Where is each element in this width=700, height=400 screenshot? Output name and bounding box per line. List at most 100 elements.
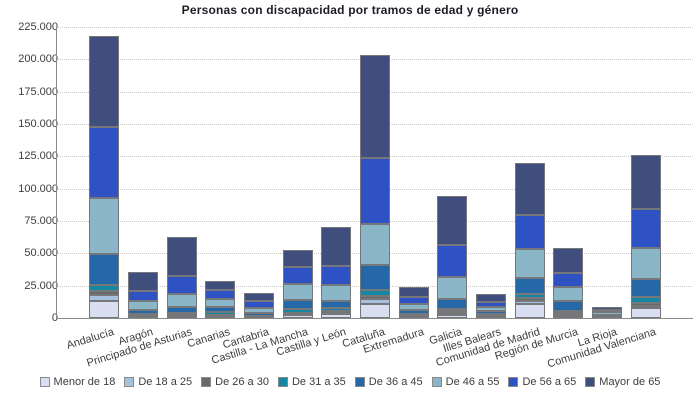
bar-la-rioja[interactable]	[592, 27, 622, 318]
bar-segment[interactable]	[630, 303, 661, 307]
bar-arag-n[interactable]	[128, 27, 158, 318]
bar-castilla-la-mancha[interactable]	[282, 27, 313, 318]
bar-segment[interactable]	[630, 279, 661, 298]
bar-segment[interactable]	[476, 293, 506, 303]
bar-segment[interactable]	[630, 306, 661, 309]
bar-segment[interactable]	[437, 312, 468, 316]
legend-item-menor-de-18[interactable]: Menor de 18	[39, 376, 115, 388]
bar-segment[interactable]	[282, 309, 313, 313]
bar-segment[interactable]	[244, 292, 274, 302]
legend-item-de-26-a-30[interactable]: De 26 a 30	[201, 376, 269, 388]
bar-segment[interactable]	[166, 294, 197, 308]
bar-segment[interactable]	[89, 197, 120, 254]
legend-item-mayor-de-65[interactable]: Mayor de 65	[585, 376, 660, 388]
bar-segment[interactable]	[514, 294, 545, 299]
bar-segment[interactable]	[205, 289, 236, 300]
legend-item-de-46-a-55[interactable]: De 46 a 55	[431, 376, 499, 388]
bar-segment[interactable]	[321, 311, 352, 314]
bar-segment[interactable]	[553, 300, 584, 311]
bar-segment[interactable]	[166, 237, 197, 277]
bar-segment[interactable]	[360, 264, 390, 290]
bar-segment[interactable]	[89, 253, 120, 285]
bar-segment[interactable]	[630, 154, 661, 209]
bar-segment[interactable]	[166, 307, 197, 313]
legend-item-de-56-a-65[interactable]: De 56 a 65	[508, 376, 576, 388]
bar-segment[interactable]	[244, 313, 274, 316]
bar-segment[interactable]	[321, 313, 352, 318]
bar-segment[interactable]	[553, 310, 584, 314]
bar-segment[interactable]	[321, 227, 352, 266]
bar-segment[interactable]	[205, 306, 236, 312]
bar-segment[interactable]	[244, 308, 274, 314]
bar-cantabria[interactable]	[244, 27, 274, 318]
bar-andaluc-a[interactable]	[89, 27, 120, 318]
bar-segment[interactable]	[244, 301, 274, 309]
bar-segment[interactable]	[630, 297, 661, 304]
bar-castilla-y-le-n[interactable]	[321, 27, 352, 318]
bar-canarias[interactable]	[205, 27, 236, 318]
bar-segment[interactable]	[205, 299, 236, 307]
bar-segment[interactable]	[437, 310, 468, 313]
bar-segment[interactable]	[476, 307, 506, 312]
bar-segment[interactable]	[321, 301, 352, 309]
bar-segment[interactable]	[205, 311, 236, 316]
bar-segment[interactable]	[437, 244, 468, 278]
bar-segment[interactable]	[514, 298, 545, 301]
bar-catalu-a[interactable]	[360, 27, 390, 318]
legend-item-de-36-a-45[interactable]: De 36 a 45	[354, 376, 423, 388]
bar-segment[interactable]	[166, 276, 197, 295]
bar-segment[interactable]	[360, 223, 390, 265]
bar-segment[interactable]	[360, 298, 390, 304]
bar-segment[interactable]	[321, 265, 352, 285]
bar-segment[interactable]	[476, 316, 506, 318]
bar-comunidad-valenciana[interactable]	[630, 27, 661, 318]
bar-extremadura[interactable]	[398, 27, 429, 318]
bar-segment[interactable]	[630, 248, 661, 280]
bar-segment[interactable]	[630, 208, 661, 249]
bar-segment[interactable]	[398, 303, 429, 310]
bar-segment[interactable]	[360, 303, 390, 318]
bar-segment[interactable]	[553, 315, 584, 318]
bar-segment[interactable]	[514, 163, 545, 215]
bar-segment[interactable]	[360, 289, 390, 296]
bar-segment[interactable]	[128, 301, 158, 310]
bar-segment[interactable]	[592, 312, 622, 315]
bar-regi-n-de-murcia[interactable]	[553, 27, 584, 318]
bar-segment[interactable]	[166, 312, 197, 315]
bar-segment[interactable]	[630, 308, 661, 318]
bar-segment[interactable]	[437, 315, 468, 318]
bar-segment[interactable]	[205, 280, 236, 290]
bar-segment[interactable]	[398, 287, 429, 298]
bar-segment[interactable]	[398, 297, 429, 304]
bar-segment[interactable]	[514, 214, 545, 250]
bar-segment[interactable]	[89, 301, 120, 318]
bar-segment[interactable]	[128, 272, 158, 292]
bar-segment[interactable]	[89, 295, 120, 302]
bar-segment[interactable]	[514, 304, 545, 318]
bar-segment[interactable]	[514, 277, 545, 295]
bar-segment[interactable]	[321, 284, 352, 302]
bar-galicia[interactable]	[437, 27, 468, 318]
bar-segment[interactable]	[476, 302, 506, 308]
bar-segment[interactable]	[592, 310, 622, 313]
legend-item-de-18-a-25[interactable]: De 18 a 25	[124, 376, 192, 388]
bar-segment[interactable]	[553, 247, 584, 274]
bar-segment[interactable]	[128, 309, 158, 315]
bar-segment[interactable]	[89, 36, 120, 128]
bar-segment[interactable]	[437, 298, 468, 309]
bar-segment[interactable]	[553, 273, 584, 287]
bar-segment[interactable]	[282, 300, 313, 310]
bar-segment[interactable]	[592, 307, 622, 310]
bar-segment[interactable]	[437, 277, 468, 299]
bar-segment[interactable]	[437, 308, 468, 312]
bar-segment[interactable]	[360, 55, 390, 158]
bar-comunidad-de-madrid[interactable]	[514, 27, 545, 318]
bar-segment[interactable]	[514, 249, 545, 278]
bar-segment[interactable]	[128, 313, 158, 316]
bar-segment[interactable]	[360, 157, 390, 224]
legend-item-de-31-a-35[interactable]: De 31 a 35	[277, 376, 346, 388]
bar-segment[interactable]	[282, 314, 313, 318]
bar-segment[interactable]	[398, 316, 429, 318]
bar-segment[interactable]	[128, 291, 158, 302]
bar-segment[interactable]	[282, 267, 313, 284]
